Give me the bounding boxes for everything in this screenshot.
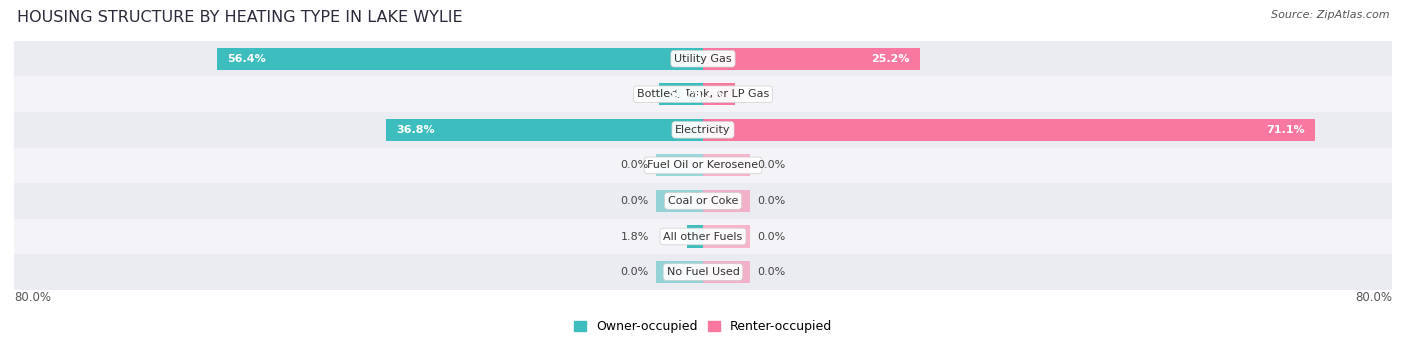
Bar [655,154,703,176]
Bar [688,225,703,248]
Text: All other Fuels: All other Fuels [664,232,742,241]
Bar [703,261,751,283]
Bar [14,183,1392,219]
Text: 5.1%: 5.1% [669,89,700,99]
Bar [218,48,703,70]
Bar [14,148,1392,183]
Bar [655,261,703,283]
Bar [703,48,920,70]
Text: Source: ZipAtlas.com: Source: ZipAtlas.com [1271,10,1389,20]
Bar [14,254,1392,290]
Text: 0.0%: 0.0% [758,196,786,206]
Bar [14,76,1392,112]
Bar [703,154,751,176]
Text: 56.4%: 56.4% [228,54,266,64]
Text: No Fuel Used: No Fuel Used [666,267,740,277]
Text: 0.0%: 0.0% [620,160,648,170]
Text: Electricity: Electricity [675,125,731,135]
Text: Fuel Oil or Kerosene: Fuel Oil or Kerosene [647,160,759,170]
Text: 1.8%: 1.8% [620,232,648,241]
Bar [703,83,735,105]
Bar [14,112,1392,148]
Text: 25.2%: 25.2% [872,54,910,64]
Text: 80.0%: 80.0% [1355,291,1392,303]
Bar [14,219,1392,254]
Bar [387,119,703,141]
Text: Coal or Coke: Coal or Coke [668,196,738,206]
Text: 3.7%: 3.7% [693,89,724,99]
Bar [659,83,703,105]
Legend: Owner-occupied, Renter-occupied: Owner-occupied, Renter-occupied [568,315,838,338]
Text: 0.0%: 0.0% [758,267,786,277]
Bar [703,190,751,212]
Bar [14,41,1392,76]
Bar [703,119,1315,141]
Text: 0.0%: 0.0% [620,196,648,206]
Bar [703,225,751,248]
Text: 0.0%: 0.0% [758,232,786,241]
Text: HOUSING STRUCTURE BY HEATING TYPE IN LAKE WYLIE: HOUSING STRUCTURE BY HEATING TYPE IN LAK… [17,10,463,25]
Text: 80.0%: 80.0% [14,291,51,303]
Text: 0.0%: 0.0% [758,160,786,170]
Bar [655,190,703,212]
Text: Bottled, Tank, or LP Gas: Bottled, Tank, or LP Gas [637,89,769,99]
Text: 71.1%: 71.1% [1267,125,1305,135]
Text: 0.0%: 0.0% [620,267,648,277]
Text: 36.8%: 36.8% [396,125,434,135]
Text: Utility Gas: Utility Gas [675,54,731,64]
